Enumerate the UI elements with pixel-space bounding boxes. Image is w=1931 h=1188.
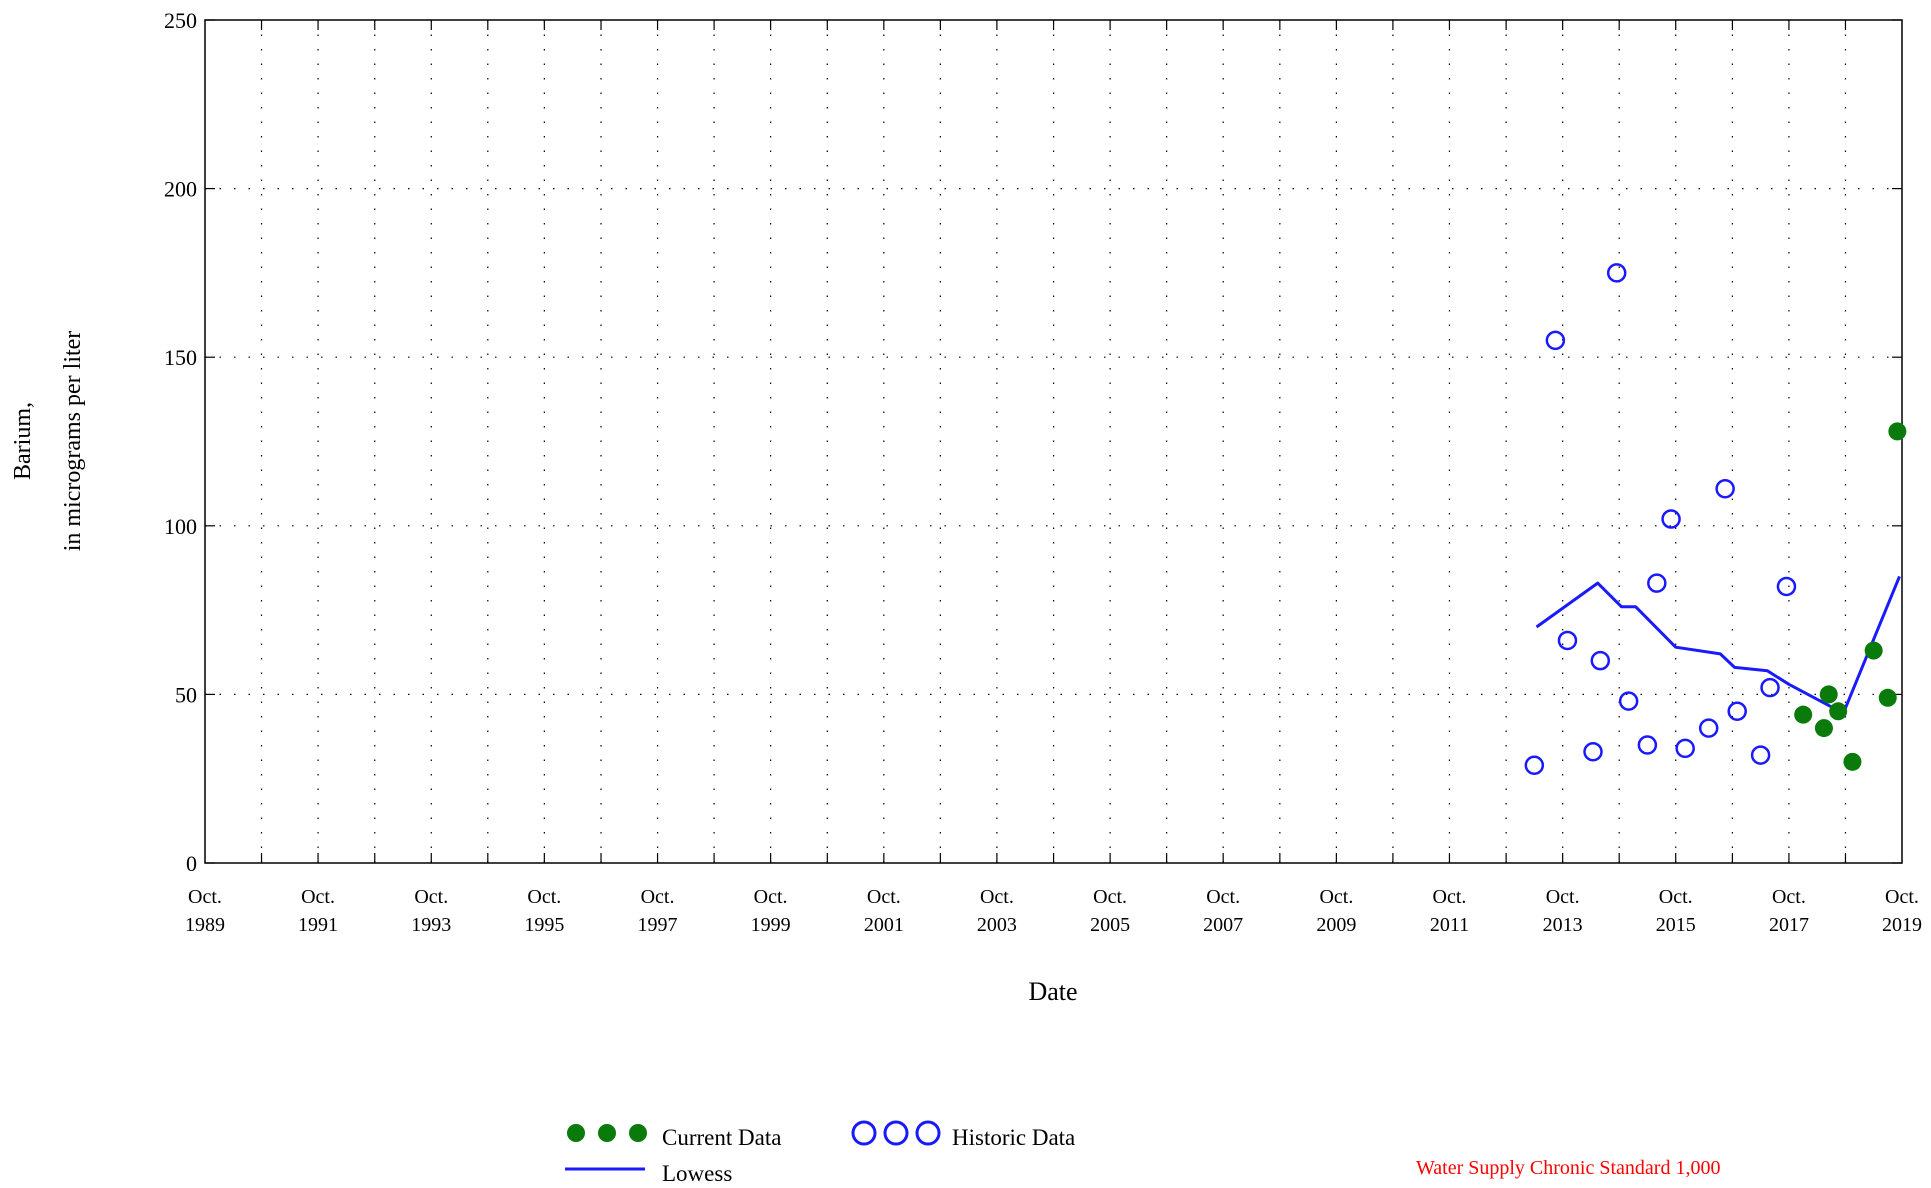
historic-data-point <box>1557 630 1578 651</box>
current-data-point <box>1843 752 1862 771</box>
x-tick-label-month: Oct. <box>188 886 222 908</box>
current-data-point <box>1794 705 1813 724</box>
y-axis-label-line2: in micrograms per liter <box>60 331 86 552</box>
x-axis-label: Date <box>1028 977 1077 1006</box>
legend-current-marker-1 <box>567 1124 585 1142</box>
current-data-point <box>1864 641 1883 660</box>
legend-lowess-label: Lowess <box>662 1161 732 1186</box>
legend-historic-marker-2 <box>883 1120 909 1146</box>
y-tick-label: 50 <box>175 682 197 707</box>
historic-data-point <box>1776 576 1797 597</box>
historic-data-point <box>1750 745 1771 765</box>
x-tick-label-month: Oct. <box>414 886 448 908</box>
y-tick-label: 100 <box>164 514 197 539</box>
historic-data-point <box>1524 755 1545 775</box>
x-tick-label-month: Oct. <box>1885 886 1919 908</box>
legend-current-marker-3 <box>629 1124 647 1142</box>
x-tick-label-month: Oct. <box>1772 886 1806 908</box>
grid-lines <box>205 20 1902 863</box>
x-tick-label-month: Oct. <box>1319 886 1353 908</box>
x-tick-label-year: 1993 <box>411 914 451 936</box>
current-data-point <box>1888 422 1907 441</box>
x-tick-label-year: 2019 <box>1882 914 1922 936</box>
x-tick-label-month: Oct. <box>980 886 1014 908</box>
y-axis-label-line1: Barium, <box>10 402 36 480</box>
current-data-point <box>1819 685 1838 704</box>
x-tick-label-year: 2007 <box>1203 914 1243 936</box>
x-tick-label-year: 2011 <box>1430 914 1469 936</box>
current-data-point <box>1878 688 1897 707</box>
historic-data-point <box>1590 650 1611 671</box>
x-tick-label-month: Oct. <box>641 886 675 908</box>
x-tick-label-month: Oct. <box>1433 886 1467 908</box>
y-tick-label: 150 <box>164 345 197 370</box>
x-tick-label-year: 1997 <box>638 914 678 936</box>
x-tick-label-year: 2003 <box>977 914 1017 936</box>
x-tick-label-month: Oct. <box>1546 886 1580 908</box>
historic-data-point <box>1760 677 1780 698</box>
historic-data-point <box>1715 478 1735 499</box>
x-tick-label-year: 2017 <box>1769 914 1809 936</box>
x-tick-label-year: 2005 <box>1090 914 1130 936</box>
x-tick-label-year: 1995 <box>524 914 564 936</box>
y-tick-label: 200 <box>164 177 197 202</box>
current-data-point <box>1829 702 1848 721</box>
legend-historic-marker-3 <box>915 1120 941 1146</box>
historic-data-point <box>1675 738 1695 759</box>
legend-current-label: Current Data <box>662 1125 781 1150</box>
axis-ticks <box>205 19 1902 864</box>
legend-historic-label: Historic Data <box>952 1125 1075 1150</box>
historic-data-point <box>1727 701 1747 722</box>
historic-data-point <box>1606 263 1627 283</box>
current-data-point <box>1814 719 1833 738</box>
x-tick-label-year: 2015 <box>1656 914 1696 936</box>
y-tick-labels: 0 50 100 150 200 250 <box>164 8 197 876</box>
x-tick-labels: Oct. 1989 Oct. 1991 Oct. 1993 Oct. 1995 Oct. 1997… <box>185 886 1922 936</box>
x-tick-label-month: Oct. <box>1206 886 1240 908</box>
y-tick-label: 0 <box>186 851 197 876</box>
x-tick-label-year: 1999 <box>751 914 791 936</box>
x-tick-label-year: 1991 <box>298 914 338 936</box>
x-tick-label-month: Oct. <box>867 886 901 908</box>
water-supply-standard-note: Water Supply Chronic Standard 1,000 <box>1416 1157 1720 1179</box>
x-tick-label-month: Oct. <box>1093 886 1127 908</box>
x-tick-label-year: 1989 <box>185 914 225 936</box>
historic-data-point <box>1698 718 1719 738</box>
legend-current-marker-2 <box>598 1124 616 1142</box>
historic-data-point <box>1637 735 1658 755</box>
historic-data-point <box>1618 691 1639 711</box>
x-tick-label-month: Oct. <box>527 886 561 908</box>
x-tick-label-month: Oct. <box>754 886 788 908</box>
y-tick-label: 250 <box>164 8 197 33</box>
x-tick-label-month: Oct. <box>301 886 335 908</box>
data-marks <box>1524 263 1907 775</box>
historic-data-point <box>1647 573 1667 593</box>
legend: Current Data Historic Data Lowess <box>565 1120 1075 1186</box>
legend-historic-marker-1 <box>851 1120 877 1146</box>
historic-data-point <box>1583 741 1603 762</box>
historic-data-point <box>1545 330 1566 351</box>
x-tick-label-year: 2009 <box>1316 914 1356 936</box>
historic-data-point <box>1661 509 1681 529</box>
x-tick-label-year: 2001 <box>864 914 904 936</box>
x-tick-label-year: 2013 <box>1543 914 1583 936</box>
x-tick-label-month: Oct. <box>1659 886 1693 908</box>
